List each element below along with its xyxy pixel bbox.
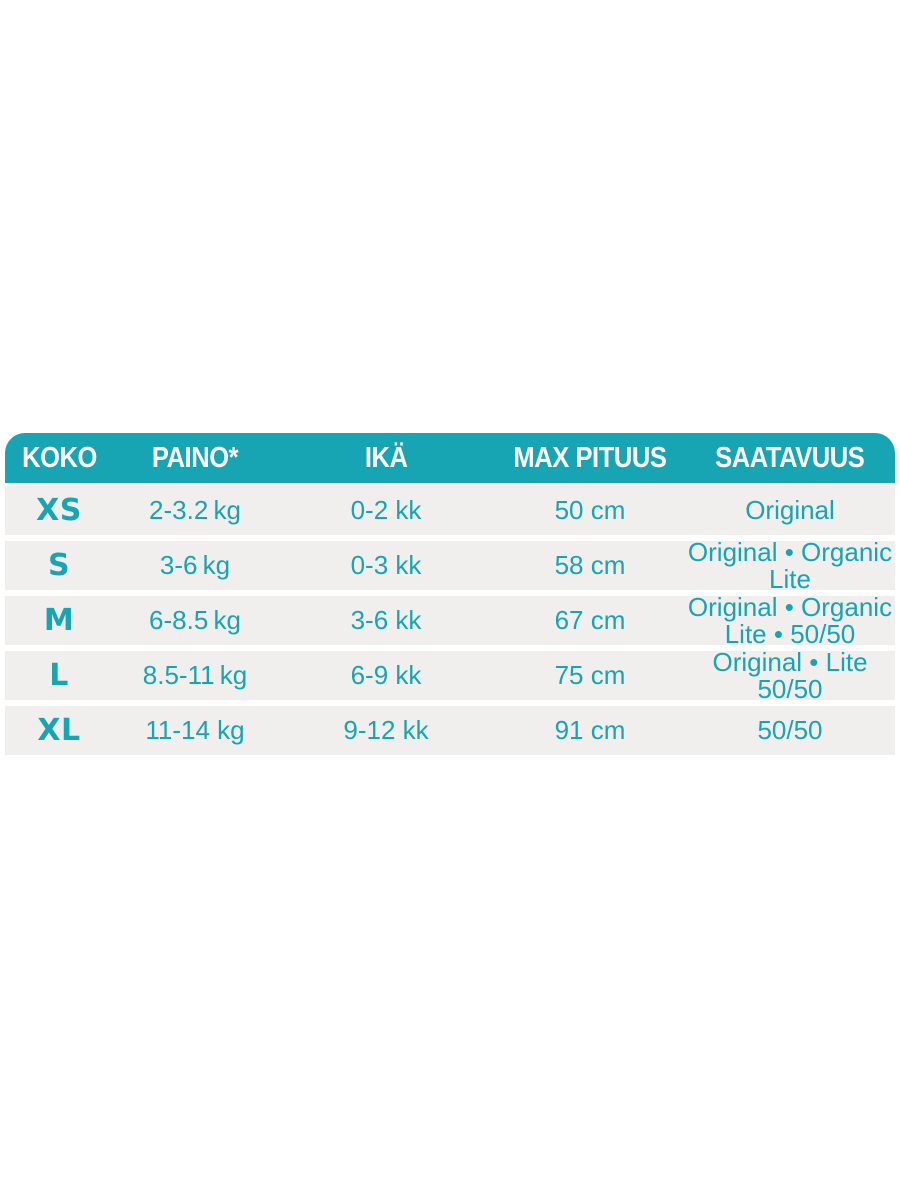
availability-line: Lite • 50/50 — [724, 618, 856, 649]
availability-line: 50/50 — [757, 715, 823, 745]
availability-cell: Original • Organic Lite • 50/50 — [685, 591, 895, 649]
size-cell: L — [49, 658, 69, 693]
max-length-cell: 58 cm — [554, 550, 626, 580]
availability-line: Original • Organic — [687, 591, 893, 622]
availability-line: Original — [745, 495, 835, 525]
weight-cell: 6-8.5 kg — [149, 605, 241, 635]
availability-cell: Original • Lite 50/50 — [685, 646, 895, 704]
availability-line: Original • Organic — [687, 536, 893, 567]
column-header-koko-label: KOKO — [21, 441, 97, 474]
age-cell: 3-6 kk — [350, 605, 422, 635]
table-row: XS 2-3.2 kg 0-2 kk 50 cm Original — [5, 486, 895, 535]
column-header-paino: PAINO* — [113, 442, 277, 475]
size-cell: M — [43, 603, 75, 638]
age-cell: 6-9 kk — [350, 660, 422, 690]
column-header-saatavuus-label: SAATAVUUS — [715, 441, 865, 474]
column-header-koko: KOKO — [5, 442, 113, 475]
size-cell: S — [47, 548, 71, 583]
column-header-max-pituus: MAX PITUUS — [495, 442, 685, 475]
table-row: L 8.5-11 kg 6-9 kk 75 cm Original • Lite… — [5, 646, 895, 704]
column-header-ika: IKÄ — [277, 442, 495, 475]
max-length-cell: 50 cm — [554, 495, 626, 525]
weight-cell: 2-3.2 kg — [149, 495, 241, 525]
availability-line: 50/50 — [757, 673, 823, 704]
weight-cell: 8.5-11 kg — [142, 660, 248, 690]
column-header-paino-label: PAINO* — [151, 441, 239, 474]
table-row: S 3-6 kg 0-3 kk 58 cm Original • Organic… — [5, 536, 895, 594]
max-length-cell: 75 cm — [554, 660, 626, 690]
table-header-row: KOKO PAINO* IKÄ MAX PITUUS SAATAVUUS — [5, 433, 895, 483]
availability-cell: Original • Organic Lite — [685, 536, 895, 594]
table-row: M 6-8.5 kg 3-6 kk 67 cm Original • Organ… — [5, 591, 895, 649]
column-header-max-pituus-label: MAX PITUUS — [513, 441, 667, 474]
max-length-cell: 67 cm — [554, 605, 626, 635]
age-cell: 9-12 kk — [343, 715, 429, 745]
size-cell: XL — [37, 713, 81, 748]
weight-cell: 3-6 kg — [159, 550, 231, 580]
availability-cell: Original — [685, 486, 895, 535]
age-cell: 0-2 kk — [350, 495, 422, 525]
size-chart-table: KOKO PAINO* IKÄ MAX PITUUS SAATAVUUS XS … — [5, 433, 895, 755]
availability-cell: 50/50 — [685, 706, 895, 755]
max-length-cell: 91 cm — [554, 715, 626, 745]
availability-line: Original • Lite — [712, 646, 868, 677]
column-header-saatavuus: SAATAVUUS — [685, 442, 895, 475]
size-cell: XS — [36, 493, 82, 528]
weight-cell: 11-14 kg — [145, 715, 245, 745]
column-header-ika-label: IKÄ — [364, 441, 408, 474]
availability-line: Lite — [769, 563, 811, 594]
table-row: XL 11-14 kg 9-12 kk 91 cm 50/50 — [5, 706, 895, 755]
age-cell: 0-3 kk — [350, 550, 422, 580]
